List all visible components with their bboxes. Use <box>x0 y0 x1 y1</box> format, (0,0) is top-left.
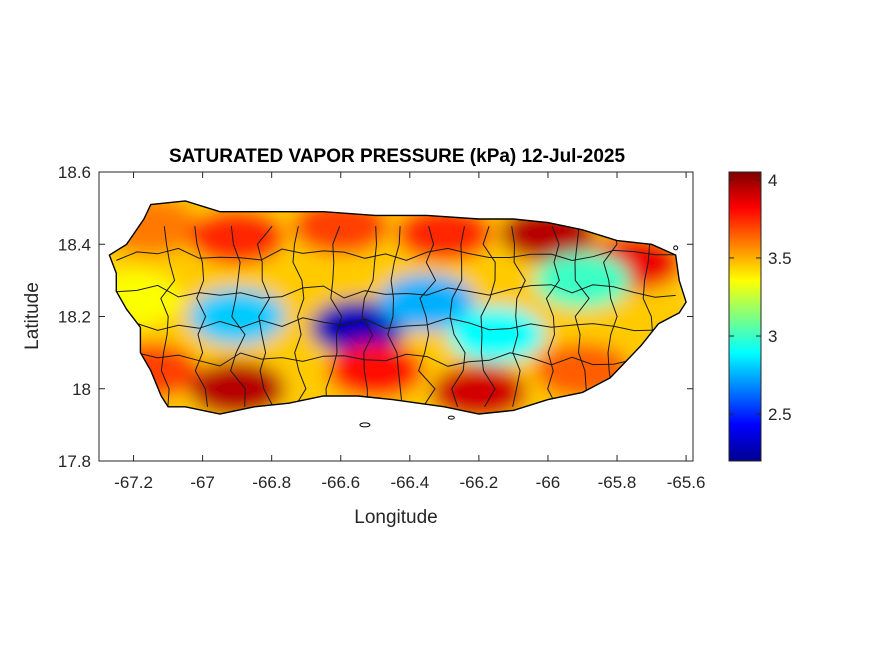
y-axis-ticks: 17.8 18 18.2 18.4 18.6 <box>58 163 693 471</box>
x-tick-label: -65.6 <box>667 473 706 492</box>
municipality-border <box>601 226 618 408</box>
x-axis-label: Longitude <box>354 507 437 528</box>
chart-title: SATURATED VAPOR PRESSURE (kPa) 12-Jul-20… <box>169 146 626 167</box>
municipality-border <box>160 226 176 407</box>
y-tick-label: 18.6 <box>58 163 91 182</box>
colorbar-tick-label: 2.5 <box>768 405 792 424</box>
colorbar-tick-label: 3 <box>768 327 777 346</box>
municipality-border <box>511 226 526 407</box>
y-tick-label: 18.4 <box>58 235 91 254</box>
field-sample-1 <box>189 209 286 265</box>
y-tick-label: 17.8 <box>58 452 91 471</box>
municipality-border <box>387 226 403 407</box>
colorbar-tick-label: 3.5 <box>768 249 792 268</box>
field-sample-8 <box>310 299 406 356</box>
field-sample-3 <box>396 205 493 262</box>
islet <box>673 245 679 251</box>
municipality-border <box>116 284 676 299</box>
field-sample-15 <box>430 364 527 414</box>
y-tick-label: 18 <box>72 380 91 399</box>
x-tick-label: -66.8 <box>252 473 291 492</box>
field-sample-10 <box>448 306 545 363</box>
municipality-border <box>325 226 343 407</box>
field-sample-11 <box>534 252 631 309</box>
municipality-border <box>230 226 246 407</box>
municipality-border <box>116 352 676 368</box>
municipality-border <box>116 316 676 332</box>
islet <box>359 422 371 428</box>
municipality-border <box>449 226 466 407</box>
municipality-border <box>418 226 437 408</box>
y-axis-label: Latitude <box>22 282 43 350</box>
small-islands <box>359 245 679 428</box>
municipality-border <box>480 226 496 408</box>
municipality-border <box>574 226 591 407</box>
x-tick-label: -66 <box>536 473 561 492</box>
island-outline <box>108 200 687 415</box>
x-tick-label: -66.4 <box>390 473 429 492</box>
islet <box>447 415 455 420</box>
municipality-border <box>194 226 208 407</box>
colorbar-tick-label: 4 <box>768 171 777 190</box>
colorbar <box>728 171 762 462</box>
x-tick-label: -65.8 <box>598 473 637 492</box>
x-tick-label: -66.6 <box>321 473 360 492</box>
colorbar-ticks: 2.5 3 3.5 4 <box>729 171 792 424</box>
x-axis-ticks: -67.2 -67 -66.8 -66.6 -66.4 -66.2 -66 -65.8 -65.… <box>114 172 705 492</box>
y-tick-label: 18.2 <box>58 308 91 327</box>
municipality-border <box>545 226 560 408</box>
municipality-border <box>292 226 307 408</box>
x-tick-label: -67.2 <box>114 473 153 492</box>
municipality-borders <box>116 225 676 408</box>
field-sample-14 <box>327 342 424 399</box>
x-tick-label: -66.2 <box>460 473 499 492</box>
municipality-border <box>116 247 676 262</box>
municipality-border <box>256 225 274 408</box>
x-tick-label: -67 <box>190 473 215 492</box>
